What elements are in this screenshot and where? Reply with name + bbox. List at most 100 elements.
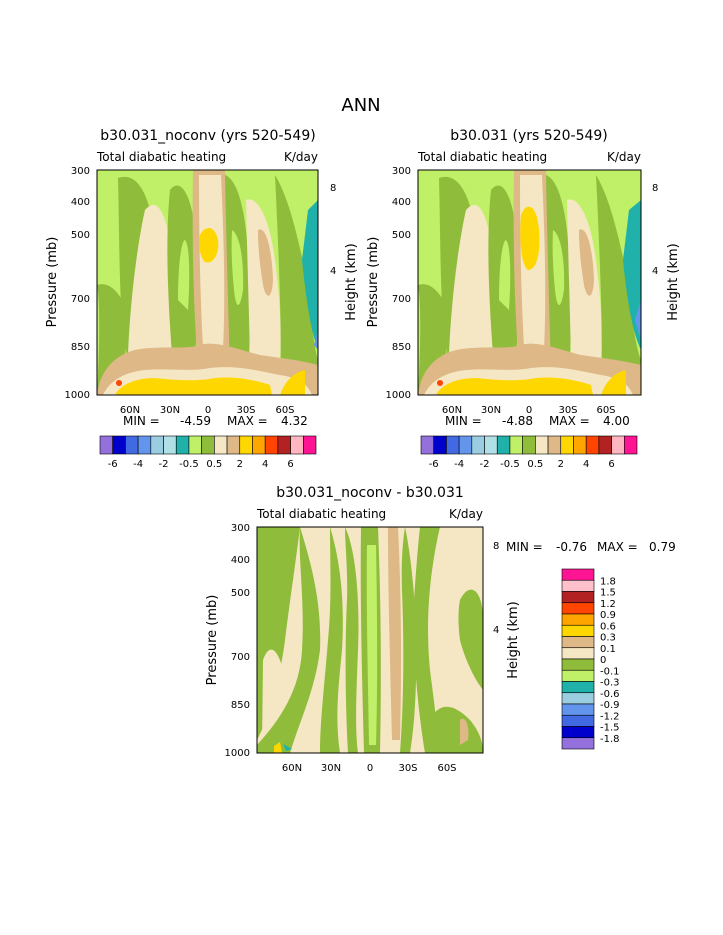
x-tick-label: 60S xyxy=(596,405,615,416)
colorbar-swatch xyxy=(201,435,215,455)
colorbar-swatch xyxy=(226,435,241,455)
y-tick-label: 850 xyxy=(392,342,411,353)
colorbar-swatch xyxy=(150,435,164,455)
colorbar-tick-label: 2 xyxy=(558,459,564,470)
colorbar-tick-label: 1.8 xyxy=(600,576,616,587)
colorbar-swatch xyxy=(585,435,600,455)
y-axis-label: Pressure (mb) xyxy=(205,595,220,686)
colorbar-swatch xyxy=(252,435,266,455)
colorbar-tick-label: 4 xyxy=(262,459,268,470)
x-tick-label: 60N xyxy=(442,405,462,416)
max-value: 0.79 xyxy=(649,540,676,554)
colorbar-swatch xyxy=(561,568,595,581)
y-right-tick-label: 4 xyxy=(330,266,336,277)
colorbar-swatch xyxy=(561,602,595,615)
colorbar-tick-label: -6 xyxy=(429,459,439,470)
colorbar-swatch xyxy=(175,435,190,455)
colorbar-swatch xyxy=(471,435,485,455)
min-label: MIN = xyxy=(123,414,160,428)
y-tick-label: 700 xyxy=(231,652,250,663)
x-tick-label: 60N xyxy=(282,763,302,774)
colorbar-tick-label: -2 xyxy=(159,459,169,470)
y-tick-label: 500 xyxy=(231,588,250,599)
panel-title: b30.031_noconv (yrs 520-549) xyxy=(100,128,315,144)
y-axis: 300 400 500 700 850 1000 Pressure (mb) 8… xyxy=(45,166,359,401)
colorbar-swatch xyxy=(561,737,595,750)
colorbar-swatch xyxy=(264,435,279,455)
colorbar-tick-label: -4 xyxy=(454,459,464,470)
y-right-axis-label: Height (km) xyxy=(506,601,521,678)
colorbar-tick-label: -0.5 xyxy=(500,459,520,470)
x-axis: 60N 30N 0 30S 60S xyxy=(282,763,457,774)
colorbar-swatch xyxy=(598,435,612,455)
min-max-readout: MIN = -4.59 MAX = 4.32 xyxy=(123,414,308,428)
max-label: MAX = xyxy=(227,414,268,428)
max-value: 4.00 xyxy=(603,414,630,428)
colorbar-swatch xyxy=(277,435,291,455)
colorbar-swatch xyxy=(446,435,460,455)
min-value: -0.76 xyxy=(556,540,587,554)
y-tick-label: 700 xyxy=(71,294,90,305)
colorbar-swatch xyxy=(509,435,523,455)
colorbar-tick-label: 6 xyxy=(287,459,293,470)
colorbar-tick-label: -1.2 xyxy=(600,711,620,722)
plot-frame xyxy=(96,169,319,396)
x-tick-label: 30N xyxy=(160,405,180,416)
min-value: -4.88 xyxy=(502,414,533,428)
y-axis: 300 400 500 700 850 1000 Pressure (mb) 8… xyxy=(205,523,521,759)
colorbar-swatch xyxy=(561,624,595,637)
y-tick-label: 500 xyxy=(71,230,90,241)
colorbar-tick-label: 2 xyxy=(237,459,243,470)
y-right-axis-label: Height (km) xyxy=(344,243,359,320)
y-right-tick-label: 8 xyxy=(330,183,336,194)
x-tick-label: 30S xyxy=(236,405,255,416)
colorbar-tick-label: -6 xyxy=(108,459,118,470)
colorbar-swatch xyxy=(561,658,595,671)
x-tick-label: 30S xyxy=(558,405,577,416)
colorbar-swatch xyxy=(561,692,595,705)
colorbar-swatch xyxy=(188,435,202,455)
y-tick-label: 1000 xyxy=(225,748,250,759)
colorbar-tick-label: 0.5 xyxy=(206,459,222,470)
min-max-readout: MIN = -0.76 MAX = 0.79 xyxy=(506,540,676,554)
colorbar-swatch xyxy=(433,435,447,455)
panel-title: b30.031 (yrs 520-549) xyxy=(450,128,608,144)
y-right-axis-label: Height (km) xyxy=(666,243,681,320)
colorbar: -6 -4 -2 -0.5 0.5 2 4 6 xyxy=(99,435,317,470)
colorbar-swatch xyxy=(163,435,177,455)
y-tick-label: 500 xyxy=(392,230,411,241)
colorbar-tick-label: -0.1 xyxy=(600,666,620,677)
y-tick-label: 400 xyxy=(71,197,90,208)
min-label: MIN = xyxy=(445,414,482,428)
colorbar-tick-label: -1.5 xyxy=(600,723,620,734)
max-value: 4.32 xyxy=(281,414,308,428)
colorbar-swatch xyxy=(214,435,228,455)
colorbar-tick-label: -4 xyxy=(133,459,143,470)
colorbar-swatch xyxy=(561,714,595,727)
y-tick-label: 1000 xyxy=(386,390,411,401)
x-axis: 60N 30N 0 30S 60S xyxy=(442,405,616,416)
colorbar-tick-label: 6 xyxy=(608,459,614,470)
colorbar-tick-label: -0.6 xyxy=(600,689,620,700)
x-tick-label: 60N xyxy=(120,405,140,416)
contour-panel-difference: b30.031_noconv - b30.031 Total diabatic … xyxy=(205,485,676,774)
y-tick-label: 1000 xyxy=(65,390,90,401)
colorbar-swatch xyxy=(561,681,595,694)
x-tick-label: 30N xyxy=(321,763,341,774)
y-axis: 300 400 500 700 850 1000 Pressure (mb) 8… xyxy=(366,166,681,401)
panel-title: b30.031_noconv - b30.031 xyxy=(276,485,464,501)
x-tick-label: 30S xyxy=(398,763,417,774)
colorbar-swatch xyxy=(623,435,638,455)
y-tick-label: 700 xyxy=(392,294,411,305)
colorbar: -6 -4 -2 -0.5 0.5 2 4 6 xyxy=(420,435,638,470)
colorbar-swatch xyxy=(561,579,595,592)
colorbar-swatch xyxy=(561,613,595,626)
y-tick-label: 300 xyxy=(71,166,90,177)
panel-subtitle-right: K/day xyxy=(607,150,641,164)
colorbar-swatch xyxy=(573,435,587,455)
colorbar-swatch xyxy=(239,435,253,455)
colorbar-tick-label: 4 xyxy=(583,459,589,470)
colorbar-tick-label: 0.5 xyxy=(527,459,543,470)
x-tick-label: 0 xyxy=(205,405,211,416)
